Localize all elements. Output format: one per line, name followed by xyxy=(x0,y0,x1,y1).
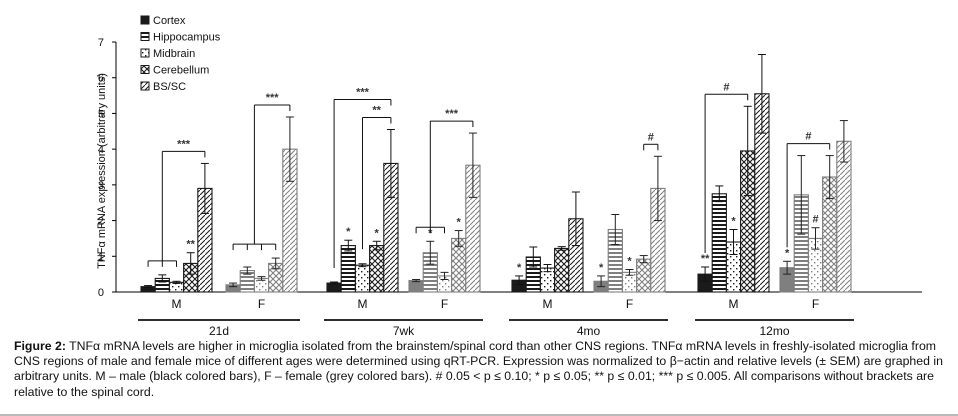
significance-mark: * xyxy=(517,262,522,274)
y-tick-label: 7 xyxy=(98,37,104,49)
significance-mark: * xyxy=(731,216,736,228)
bar-midbrain-7wk-M xyxy=(354,264,371,293)
legend-label: BS/SC xyxy=(153,81,186,93)
annotations: *************#**************### xyxy=(147,81,831,274)
significance-mark: # xyxy=(812,214,818,226)
y-tick-label: 6 xyxy=(98,73,104,85)
legend-swatch-cerebellum xyxy=(140,65,150,74)
bracket-label: *** xyxy=(445,108,459,120)
bar-cerebellum-7wk-M xyxy=(369,245,385,293)
legend-swatch-midbrain xyxy=(140,48,150,58)
caption-label: Figure 2: xyxy=(14,339,66,353)
y-tick-label: 0 xyxy=(98,287,104,299)
bracket-label: # xyxy=(723,81,729,93)
significance-mark: * xyxy=(457,217,462,229)
sex-label: M xyxy=(729,297,739,311)
sex-label: M xyxy=(358,297,368,311)
y-tick-label: 3 xyxy=(98,180,104,192)
legend-swatch-cortex xyxy=(140,15,150,25)
bracket-label: *** xyxy=(356,87,370,99)
significance-mark: * xyxy=(785,247,790,259)
bar-cerebellum-4mo-M xyxy=(554,247,570,293)
y-tick-label: 5 xyxy=(98,108,104,120)
significance-mark: * xyxy=(346,226,351,238)
bar-chart: 0 1 2 3 4 5 6 7 TNFα mRNA expression (arbitrary … xyxy=(96,15,922,336)
bars xyxy=(140,54,852,293)
age-group-label: 4mo xyxy=(577,324,601,336)
legend-swatch-hippocampus xyxy=(140,32,150,41)
y-tick-label: 2 xyxy=(98,216,104,228)
sex-label: F xyxy=(812,297,819,311)
y-tick-label: 4 xyxy=(98,144,104,156)
legend: Cortex Hippocampus Midbrain Cerebellum BS/SC xyxy=(140,15,221,93)
sex-label: F xyxy=(258,297,265,311)
bar-bssc-12mo-F xyxy=(836,140,852,293)
age-group-label: 12mo xyxy=(759,324,789,336)
significance-mark: * xyxy=(375,227,380,239)
caption-text: TNFα mRNA levels are higher in microglia… xyxy=(14,339,943,399)
age-group-label: 21d xyxy=(209,324,229,336)
y-axis-label: TNFα mRNA expression (arbitrary units) xyxy=(96,73,108,269)
sex-label: F xyxy=(626,297,633,311)
significance-mark: * xyxy=(599,262,604,274)
sex-label: F xyxy=(441,297,448,311)
axes: 0 1 2 3 4 5 6 7 TNFα mRNA expression (arbitrary … xyxy=(96,37,922,336)
bar-hippocampus-12mo-M xyxy=(711,193,727,293)
age-group-label: 7wk xyxy=(393,324,415,336)
bar-cerebellum-4mo-F xyxy=(636,258,652,293)
significance-mark: ** xyxy=(701,253,710,265)
significance-mark: * xyxy=(627,256,632,268)
sex-label: M xyxy=(543,297,553,311)
bar-cortex-7wk-F xyxy=(408,280,424,293)
legend-swatch-bssc xyxy=(140,81,150,91)
legend-label: Cerebellum xyxy=(153,65,209,77)
bracket-label: # xyxy=(648,131,654,143)
legend-label: Hippocampus xyxy=(153,32,221,44)
bracket-label: ** xyxy=(372,105,381,117)
bottom-divider xyxy=(0,414,958,416)
sex-label: M xyxy=(172,297,182,311)
significance-mark: ** xyxy=(186,239,195,251)
legend-label: Cortex xyxy=(153,15,186,27)
y-tick-label: 1 xyxy=(98,251,104,263)
figure-caption: Figure 2: TNFα mRNA levels are higher in… xyxy=(14,339,954,400)
bar-hippocampus-7wk-M xyxy=(340,245,356,293)
bracket-label: *** xyxy=(266,92,280,104)
bracket-label: # xyxy=(805,131,811,143)
legend-label: Midbrain xyxy=(153,48,195,60)
bracket-label: *** xyxy=(177,138,191,150)
